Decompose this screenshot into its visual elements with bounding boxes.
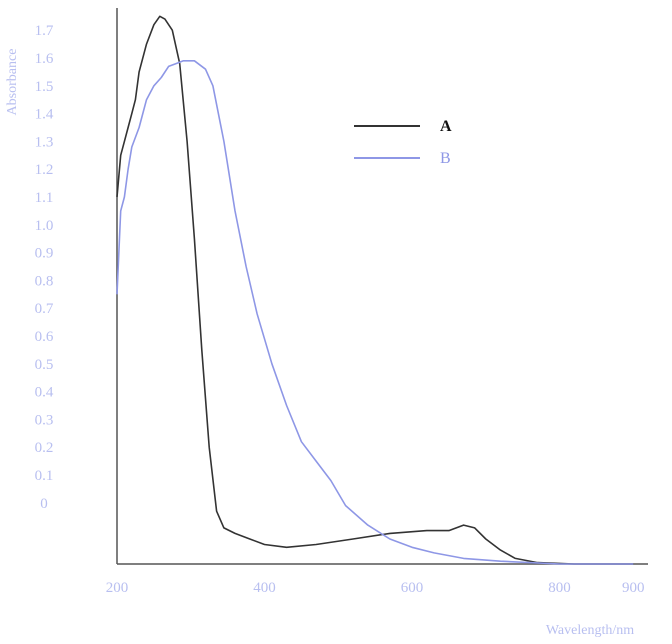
y-tick-label: 1.0 — [35, 218, 54, 234]
y-tick-label: 1.3 — [35, 134, 54, 150]
y-tick-label: 0.9 — [35, 246, 54, 262]
series-lines — [116, 15, 634, 565]
y-tick-label: 1.2 — [35, 162, 54, 178]
x-axis-title: Wavelength/nm — [546, 623, 634, 638]
y-tick-label: 1.5 — [35, 79, 54, 95]
y-tick-label: 0.1 — [35, 468, 54, 484]
legend-label-a: A — [440, 118, 452, 135]
y-tick-label: 0.4 — [35, 385, 54, 401]
axes — [116, 8, 648, 565]
series-line-b — [116, 59, 634, 565]
y-tick-label: 1.4 — [35, 107, 54, 123]
x-tick-label: 200 — [106, 580, 129, 596]
series-line-a — [116, 15, 634, 565]
y-tick-label: 0.6 — [35, 329, 54, 345]
y-tick-label: 0.8 — [35, 273, 54, 289]
legend: A B — [354, 118, 452, 167]
y-tick-labels: 1.7 1.6 1.5 1.4 1.3 1.2 1.1 1.0 0.9 0.8 0.7 0.6 0.5 0… — [35, 23, 54, 512]
x-tick-label: 900 — [622, 580, 645, 596]
y-tick-label: 1.6 — [35, 51, 54, 67]
y-tick-label: 1.7 — [35, 23, 54, 39]
legend-label-b: B — [440, 150, 451, 167]
x-tick-labels: 200 400 600 800 900 — [106, 580, 645, 596]
x-tick-label: 800 — [548, 580, 571, 596]
y-tick-label: 0 — [40, 496, 48, 512]
x-tick-label: 600 — [401, 580, 424, 596]
y-tick-label: 0.7 — [35, 301, 54, 317]
y-tick-label: 1.1 — [35, 190, 54, 206]
x-tick-label: 400 — [253, 580, 276, 596]
y-tick-label: 0.3 — [35, 412, 54, 428]
y-tick-label: 0.5 — [35, 357, 54, 373]
y-axis-title: Absorbance — [5, 49, 20, 116]
y-tick-label: 0.2 — [35, 440, 54, 456]
